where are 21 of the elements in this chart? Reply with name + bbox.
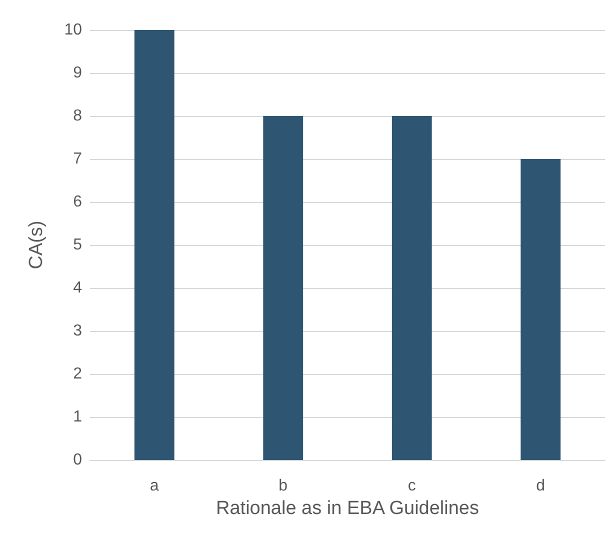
y-tick-label: 10 <box>64 22 82 38</box>
y-tick-label: 9 <box>73 64 82 82</box>
bar <box>392 116 432 460</box>
y-tick-label: 7 <box>73 150 82 168</box>
x-tick-label: c <box>408 478 416 494</box>
bar <box>520 159 561 460</box>
bar <box>263 116 304 460</box>
y-tick-label: 8 <box>73 108 82 124</box>
y-tick-label: 2 <box>73 366 82 382</box>
bar <box>134 30 174 460</box>
y-tick-label: 4 <box>73 280 82 296</box>
x-tick-label: d <box>536 478 546 494</box>
y-tick-label: 5 <box>73 236 82 254</box>
x-axis-title: Rationale as in EBA Guidelines <box>216 498 479 519</box>
y-tick-label: 3 <box>73 322 82 340</box>
y-tick-label: 6 <box>73 194 82 210</box>
y-tick-label: 1 <box>73 408 82 426</box>
x-tick-label: b <box>278 478 288 494</box>
y-tick-label: 0 <box>73 452 82 468</box>
x-tick-label: a <box>150 478 159 494</box>
y-axis-title: CA(s) <box>26 220 47 270</box>
